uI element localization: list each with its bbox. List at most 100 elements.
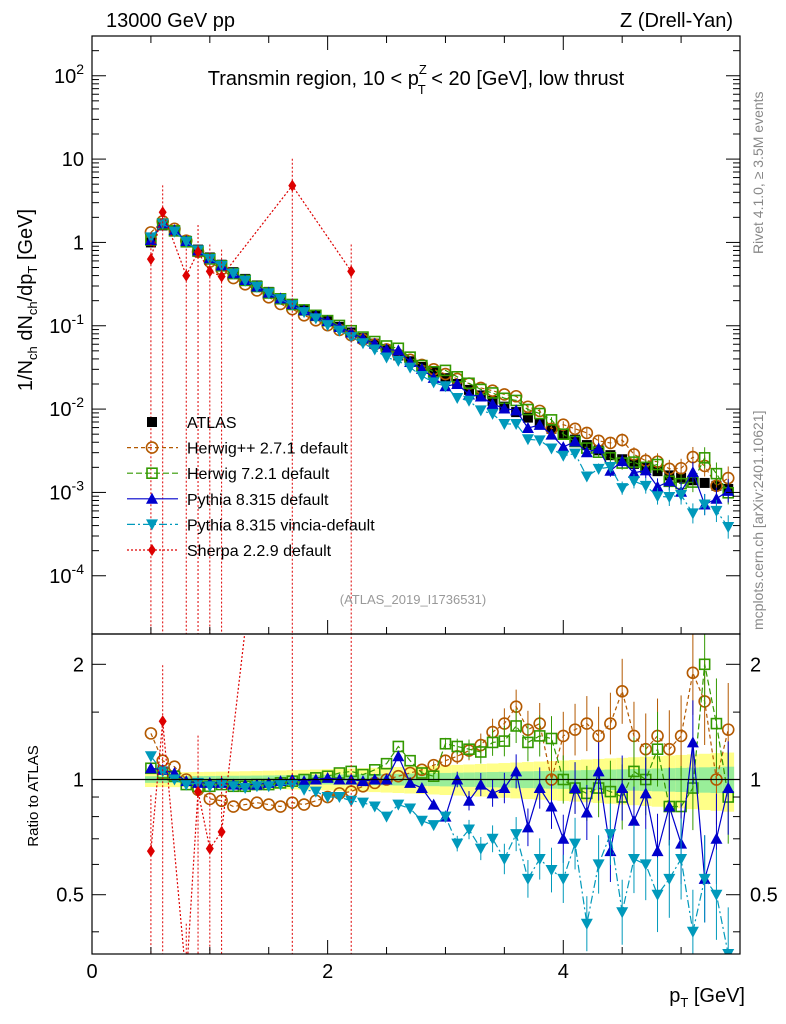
vincia-main-point (286, 300, 299, 312)
herwigpp-ratio-point (274, 800, 287, 813)
pythia-ratio-point (651, 845, 664, 857)
vincia-main-point (250, 281, 263, 293)
vincia-ratio-point (686, 926, 699, 938)
vincia-ratio-point (180, 779, 193, 791)
pythia-ratio-point (533, 782, 546, 794)
herwigpp-ratio-point (392, 769, 405, 783)
pythia-ratio-point (463, 794, 476, 806)
herwigpp-ratio-line (150, 670, 729, 808)
pythia-ratio-point (639, 787, 652, 799)
pythia-ratio-point (144, 762, 157, 774)
vincia-main-point (227, 268, 240, 280)
vincia-ratio-point (368, 801, 381, 813)
atlas-main-point (522, 412, 533, 423)
main-panel-series (144, 158, 735, 634)
legend-label-herwig7: Herwig 7.2.1 default (187, 466, 330, 483)
vincia-main-point (474, 405, 487, 417)
herwigpp-ratio-point (663, 742, 676, 756)
herwig7-ratio-point (522, 736, 534, 749)
herwig7-ratio-point (463, 743, 475, 756)
vincia-main-point (651, 491, 664, 503)
herwig7-main-point (710, 467, 723, 480)
vincia-main-point (557, 450, 570, 462)
legend-label-pythia: Pythia 8.315 default (187, 492, 329, 509)
sherpa-ratio-point (194, 785, 203, 798)
plot-title-sub: T (418, 82, 426, 97)
pythia-main-point (486, 398, 499, 410)
vincia-ratio-point (486, 833, 499, 845)
herwigpp-ratio-point (297, 798, 311, 811)
y-tick-label: 10-4 (49, 561, 84, 588)
sherpa-main-point (182, 269, 191, 282)
sherpa-ratio-point (146, 845, 155, 858)
vincia-main-point (533, 435, 546, 447)
vincia-main-point (639, 480, 652, 492)
herwig7-main-point (651, 458, 664, 471)
atlas-main-point (393, 350, 404, 361)
herwig7-main-point (545, 414, 558, 426)
vincia-main-point (686, 508, 699, 520)
legend-marker-pythia (146, 492, 158, 504)
herwig7-ratio-point (628, 765, 640, 778)
vincia-main-point (698, 499, 711, 511)
sherpa-ratio-point (158, 715, 167, 728)
vincia-ratio-point (156, 766, 169, 778)
vincia-ratio-point (474, 843, 487, 855)
herwig7-ratio-point (533, 730, 546, 742)
vincia-ratio-point (309, 786, 322, 798)
pythia-main-point (392, 344, 405, 356)
vincia-main-point (510, 418, 523, 430)
pythia-ratio-point (521, 821, 534, 833)
vincia-ratio-point (239, 783, 252, 795)
vincia-main-point (592, 463, 605, 475)
pythia-ratio-point (404, 776, 417, 788)
pythia-main-point (545, 428, 558, 440)
vincia-ratio-point (356, 797, 369, 809)
legend-label-atlas: ATLAS (187, 415, 237, 432)
x-axis-label: pT [GeV] (669, 985, 745, 1010)
vincia-main-point (392, 355, 405, 367)
herwig7-ratio-point (510, 720, 522, 732)
herwigpp-ratio-point (215, 794, 228, 808)
legend-label-herwigpp: Herwig++ 2.7.1 default (187, 441, 349, 458)
vincia-ratio-point (580, 918, 593, 930)
ratio-tick-label: 1 (73, 770, 84, 792)
vincia-ratio-point (439, 811, 452, 823)
y-tick-label: 10-2 (49, 394, 84, 421)
herwig7-ratio-point (427, 770, 440, 783)
herwigpp-ratio-point (439, 754, 452, 767)
sherpa-ratio-point (205, 842, 214, 855)
pythia-main-point (627, 466, 640, 478)
vincia-ratio-point (533, 853, 546, 865)
vincia-main-point (298, 307, 311, 319)
vincia-ratio-point (722, 949, 735, 954)
pythia-main-point (686, 466, 699, 478)
vincia-main-point (604, 462, 617, 474)
herwigpp-ratio-point (615, 685, 629, 698)
vincia-main-point (333, 325, 346, 337)
pythia-main-point (580, 446, 593, 458)
vincia-main-point (451, 392, 464, 404)
vincia-main-point (274, 294, 287, 306)
ratio-panel-frame (91, 633, 741, 955)
herwig7-ratio-point (710, 717, 723, 730)
pythia-ratio-point (580, 806, 593, 818)
legend-marker-sherpa (148, 544, 156, 556)
herwigpp-ratio-point (250, 796, 264, 809)
vincia-main-point (309, 313, 322, 325)
pythia-ratio-point (498, 782, 511, 794)
vincia-ratio-point (545, 865, 558, 877)
side-label-mcplots: mcplots.cern.ch [arXiv:2401.10621] (750, 411, 766, 630)
y-tick-label: 10 (62, 149, 84, 171)
vincia-ratio-point (250, 781, 263, 793)
sherpa-main-point (194, 245, 203, 258)
vincia-ratio-point (627, 853, 640, 865)
vincia-ratio-point (698, 873, 711, 885)
atlas-main-point (440, 373, 451, 384)
vincia-main-point (463, 395, 476, 407)
herwigpp-ratio-point (674, 729, 688, 743)
pythia-main-point (474, 390, 487, 402)
x-tick-label: 2 (322, 961, 333, 983)
pythia-main-point (639, 464, 652, 476)
pythia-ratio-point (356, 775, 369, 787)
